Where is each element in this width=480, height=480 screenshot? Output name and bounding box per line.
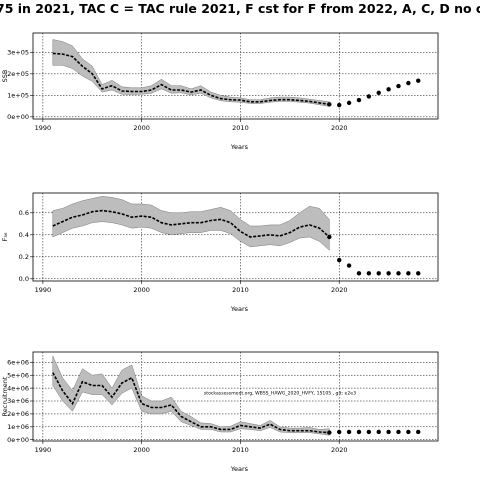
y-tick-label: 1e+06 (7, 423, 29, 431)
x-tick-label: 2000 (133, 286, 150, 294)
x-tick-label: 2010 (232, 124, 249, 132)
confidence-band (52, 196, 330, 251)
y-tick-label: 3e+06 (7, 397, 29, 405)
projection-point (376, 271, 381, 276)
projection-point (396, 83, 401, 89)
projection-point (406, 429, 411, 435)
estimate-line (52, 372, 330, 434)
plot-frame (32, 32, 439, 120)
projection-point (346, 100, 352, 106)
y-tick-label: 6e+06 (7, 359, 29, 367)
x-axis-label: Years (230, 305, 249, 313)
x-tick-label: 1990 (35, 446, 52, 454)
watermark-annotation: stockassessment.org, WBSS_HAWG_2020_HVFY… (204, 391, 356, 397)
chart-title-container: 75 in 2021, TAC C = TAC rule 2021, F cst… (0, 0, 480, 20)
estimate-last-point (327, 430, 332, 435)
projection-point (386, 87, 391, 92)
x-tick-label: 2020 (331, 286, 348, 294)
x-tick-label: 2000 (133, 124, 150, 132)
y-tick-label: 0e+00 (7, 113, 29, 121)
confidence-band (52, 355, 330, 436)
y-tick-label: 0.0 (19, 275, 29, 283)
y-tick-label: 0e+00 (7, 436, 29, 444)
projection-point (337, 257, 342, 263)
y-tick-label: 2e+06 (7, 410, 29, 418)
projection-point (356, 97, 362, 103)
x-tick-label: 2020 (331, 124, 348, 132)
panel-2: 1990 2000 2010 2020 0.0 0.2 0.4 0.6 Years F₃₆ (1, 192, 439, 313)
projection-point (396, 429, 401, 435)
projection-point (337, 429, 342, 435)
projection-point (386, 271, 391, 276)
panel-1: 1990 2000 2010 2020 0e+00 1e+05 2e+05 3e+05 Year… (1, 32, 439, 151)
projection-point (396, 271, 401, 276)
x-axis-label: Years (230, 143, 249, 151)
y-tick-label: 0.2 (19, 253, 29, 261)
x-tick-label: 2010 (232, 446, 249, 454)
projection-point (416, 429, 421, 435)
projection-point (406, 271, 411, 276)
projection-point (366, 94, 372, 99)
projection-point (416, 78, 421, 83)
y-axis-label: Recruitment (1, 376, 9, 416)
x-tick-label: 2010 (232, 286, 249, 294)
projection-point (356, 271, 362, 276)
projection-point (416, 271, 421, 276)
x-tick-label: 1990 (35, 286, 52, 294)
plot-frame (32, 351, 439, 442)
y-tick-label: 0.6 (19, 209, 29, 217)
x-tick-label: 2000 (133, 446, 150, 454)
y-tick-label: 1e+05 (7, 92, 29, 100)
x-tick-label: 2020 (331, 446, 348, 454)
projection-point (386, 429, 391, 435)
y-tick-label: 5e+06 (7, 371, 29, 379)
estimate-last-point (327, 234, 332, 240)
chart-title: 75 in 2021, TAC C = TAC rule 2021, F cst… (0, 1, 480, 16)
y-tick-label: 3e+05 (7, 49, 29, 57)
projection-point (366, 271, 372, 276)
estimate-last-point (327, 102, 332, 107)
y-tick-label: 0.4 (19, 231, 29, 239)
y-tick-label: 2e+05 (7, 70, 29, 78)
projection-point (376, 90, 381, 95)
plot-frame (32, 192, 439, 282)
confidence-band (52, 39, 330, 107)
panel-3: 1990 2000 2010 2020 0e+00 1e+06 2e+06 3e+06 4e+0… (1, 351, 439, 473)
projection-point (337, 102, 342, 108)
y-tick-label: 4e+06 (7, 384, 29, 392)
projection-point (346, 263, 352, 268)
x-tick-label: 1990 (35, 124, 52, 132)
estimate-line (52, 52, 330, 106)
projection-point (366, 429, 372, 435)
projection-point (356, 429, 362, 435)
projection-point (346, 429, 352, 435)
y-axis-label: F₃₆ (1, 232, 9, 241)
projection-point (376, 429, 381, 435)
x-axis-label: Years (230, 465, 249, 473)
y-axis-label: SSB (1, 70, 9, 83)
projection-point (406, 80, 411, 86)
